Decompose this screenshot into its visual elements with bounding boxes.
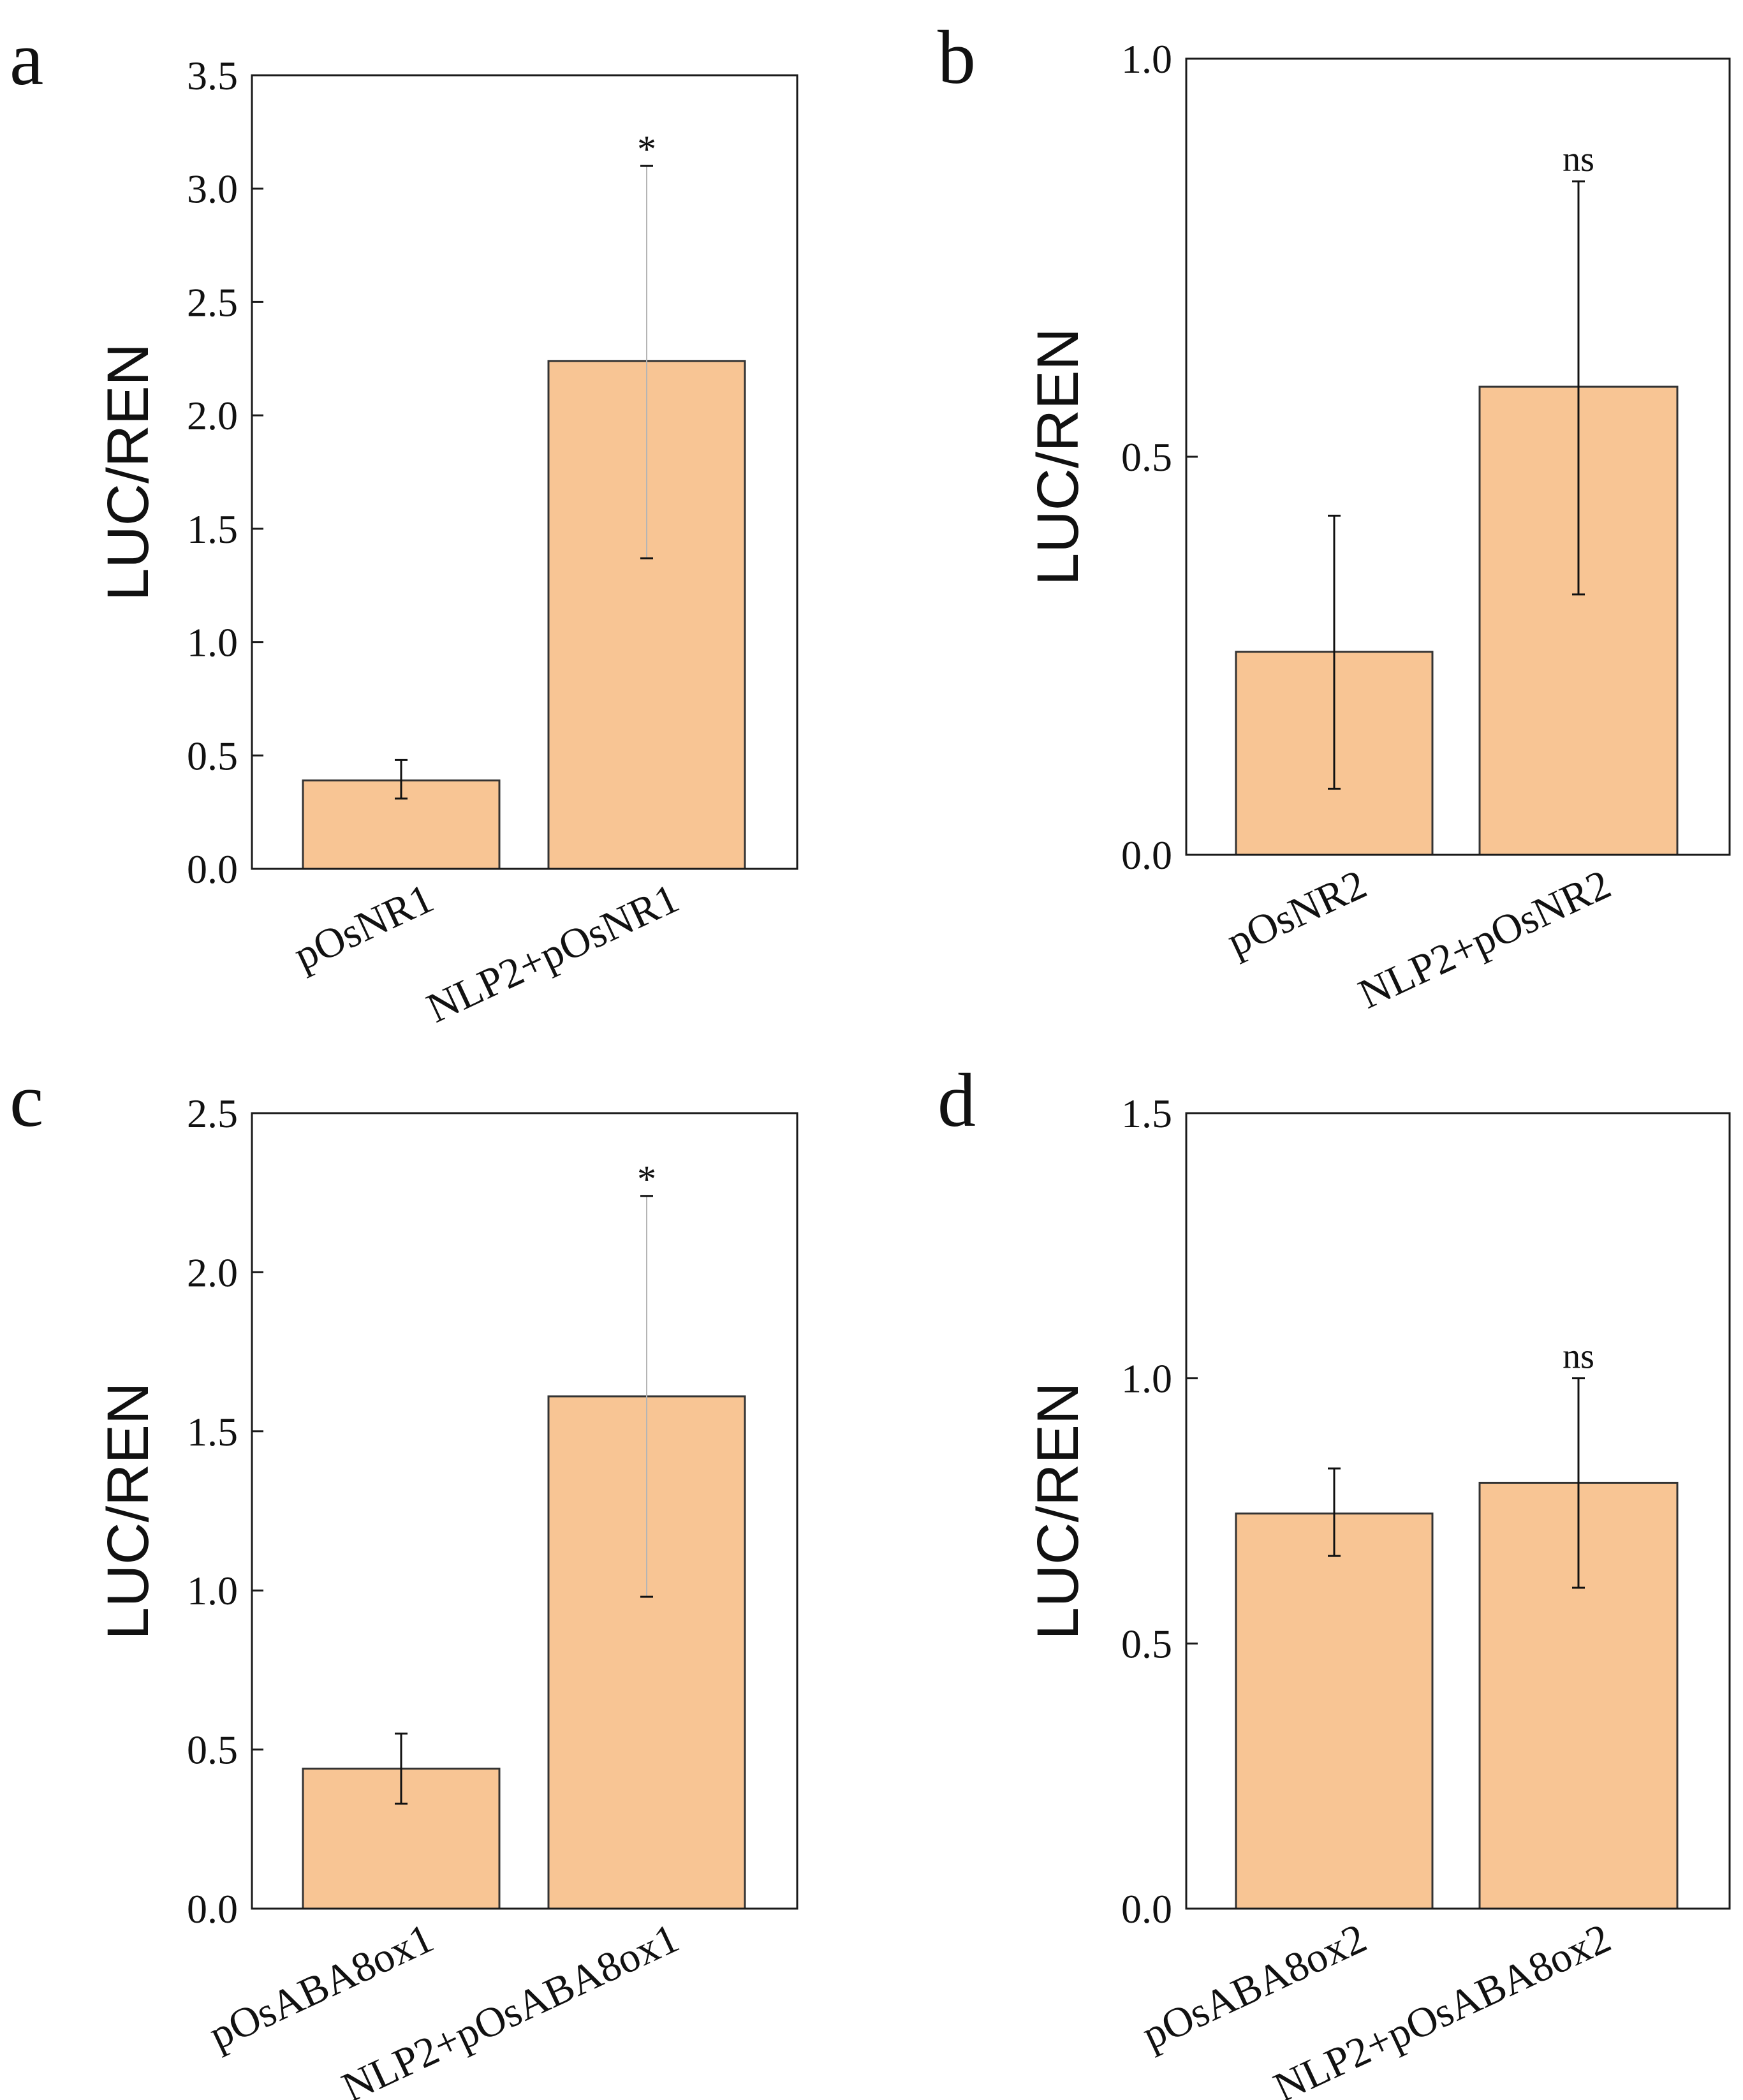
panel-b-significance-2: ns — [1563, 140, 1594, 179]
panel-d-letter: d — [938, 1058, 976, 1142]
panel-d-ytick-label-0: 0.0 — [1121, 1886, 1172, 1932]
panel-a-ytick-label-7: 3.5 — [187, 53, 238, 98]
panel-c-ytick-label-4: 2.0 — [187, 1250, 238, 1295]
panel-a-category-label-1: pOsNR1 — [287, 875, 440, 979]
panel-d-bar-1 — [1235, 1512, 1434, 1910]
panel-b-ytick-label-0: 0.0 — [1121, 832, 1172, 878]
panel-b-category-label-1: pOsNR2 — [1220, 861, 1373, 965]
panel-a-ytick-label-5: 2.5 — [187, 279, 238, 325]
panel-a-ytick-label-0: 0.0 — [187, 847, 238, 892]
panel-a-ytick-label-4: 2.0 — [187, 393, 238, 438]
panel-a-ytick-label-1: 0.5 — [187, 733, 238, 778]
panel-a-axes-frame — [251, 74, 798, 870]
panel-a-category-label-2: NLP2+pOsNR1 — [420, 875, 686, 1032]
panel-a-ylabel: LUC/REN — [96, 343, 161, 601]
panel-c-significance-2: * — [637, 1158, 656, 1201]
panel-b-ytick-label-1: 0.5 — [1121, 434, 1172, 480]
panel-c-ytick-label-5: 2.5 — [187, 1091, 238, 1136]
panel-b-ylabel: LUC/REN — [1026, 328, 1091, 586]
panel-d-ytick-label-2: 1.0 — [1121, 1356, 1172, 1401]
panel-c-ytick-label-3: 1.5 — [187, 1409, 238, 1454]
panel-d-ylabel: LUC/REN — [1026, 1382, 1091, 1640]
panel-b-ytick-label-2: 1.0 — [1121, 36, 1172, 82]
panel-c-letter: c — [10, 1058, 43, 1142]
panel-a-ytick-label-2: 1.0 — [187, 620, 238, 665]
panel-d-significance-2: ns — [1563, 1337, 1594, 1377]
panel-a-significance-2: * — [637, 128, 656, 170]
panel-b-letter: b — [938, 15, 976, 100]
panel-a-ytick-label-3: 1.5 — [187, 507, 238, 552]
panel-a-ytick-label-6: 3.0 — [187, 166, 238, 212]
panel-c-ylabel: LUC/REN — [96, 1382, 161, 1640]
panel-b-category-label-2: NLP2+pOsNR2 — [1351, 861, 1617, 1017]
panel-c-ytick-label-0: 0.0 — [187, 1886, 238, 1932]
panel-d-ytick-label-3: 1.5 — [1121, 1091, 1172, 1136]
panel-c-ytick-label-1: 0.5 — [187, 1727, 238, 1773]
panel-a-letter: a — [10, 16, 43, 101]
panel-c-ytick-label-2: 1.0 — [187, 1568, 238, 1613]
panel-d-ytick-label-1: 0.5 — [1121, 1621, 1172, 1666]
panel-c-axes-frame — [251, 1112, 798, 1910]
panel-d-axes-frame — [1185, 1112, 1731, 1910]
